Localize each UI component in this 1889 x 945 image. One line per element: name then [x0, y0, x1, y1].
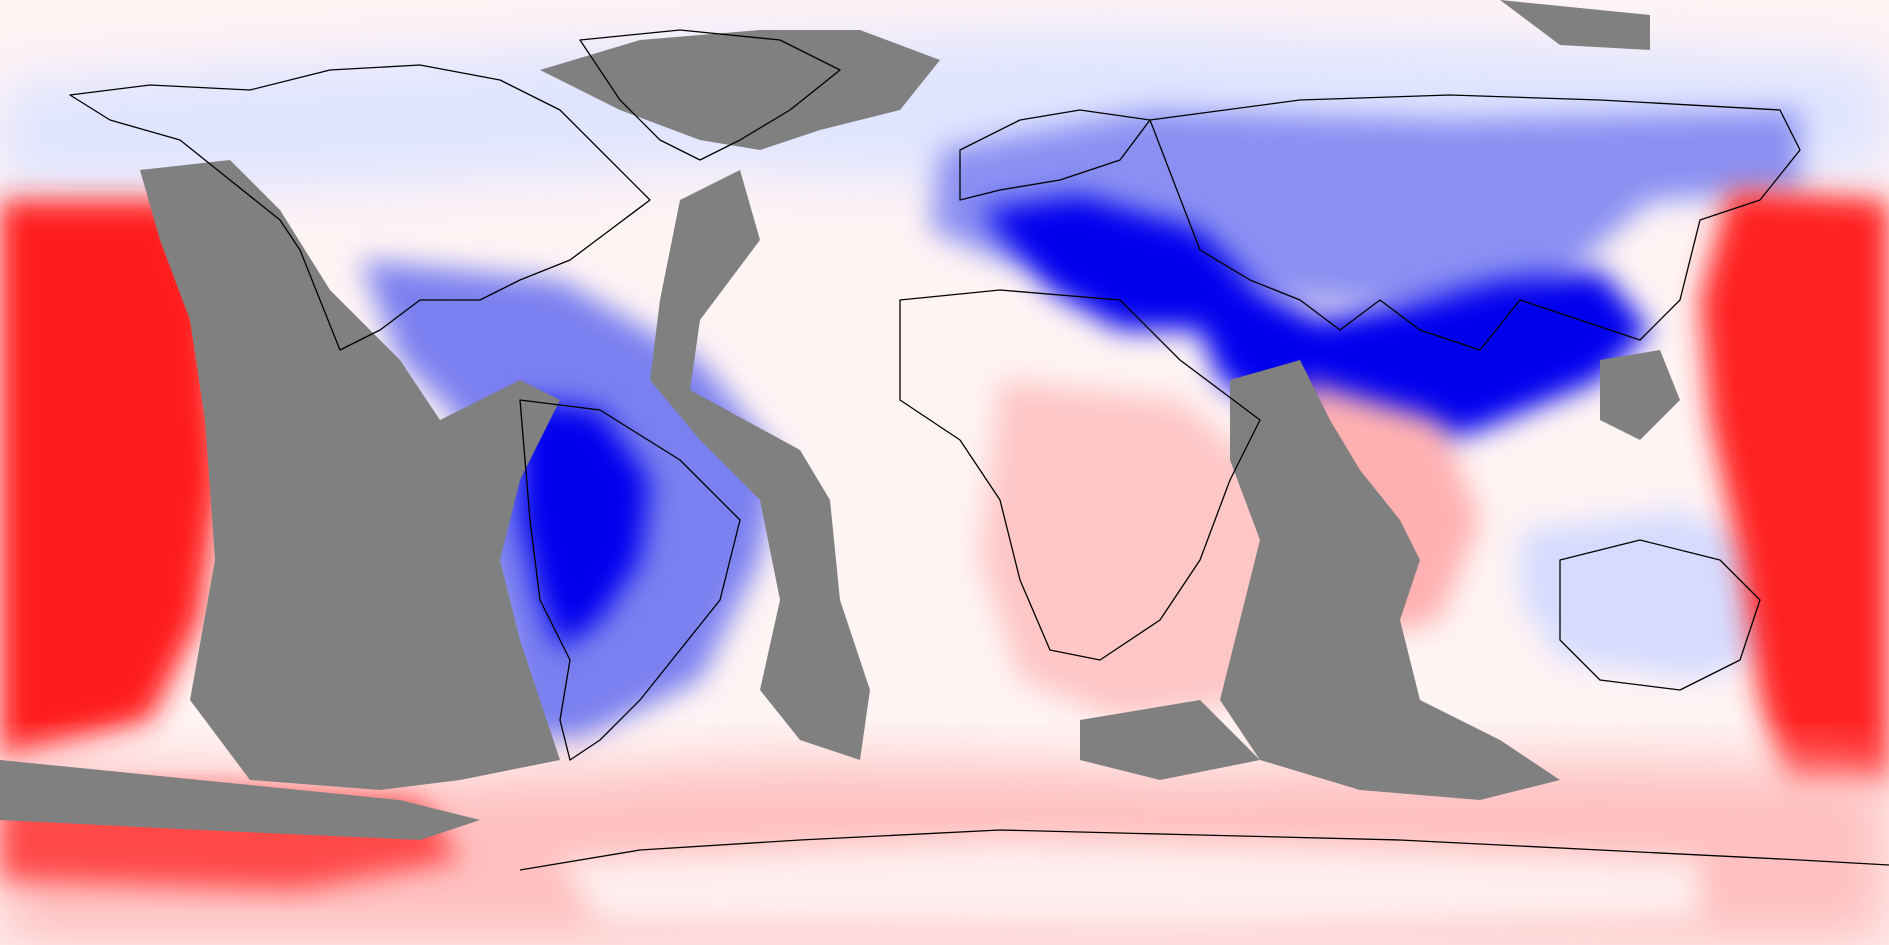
no-data-indian-ocean — [1220, 360, 1560, 800]
coastline-greenland — [579, 29, 841, 161]
field-antarctic-neutral — [560, 840, 1700, 930]
no-data-north-atlantic — [540, 30, 940, 150]
no-data-south-pacific-band — [0, 760, 480, 840]
coastline-north-america — [69, 64, 651, 351]
coastline-europe — [959, 109, 1151, 201]
no-data-australia-north — [1600, 350, 1680, 440]
coastline-antarctica — [519, 829, 1889, 871]
field-pacific-west-strong-positive — [0, 200, 220, 760]
coastline-asia — [1149, 94, 1801, 351]
no-data-north-pacific — [140, 160, 560, 790]
coastline-africa — [899, 289, 1261, 661]
coastline-south-america — [519, 399, 741, 761]
field-pacific-east-strong-positive — [1700, 190, 1889, 790]
coastlines — [69, 29, 1889, 871]
field-eurasia-strong-negative — [980, 195, 1650, 450]
no-data-south-atlantic — [650, 170, 870, 760]
coastline-australia — [1559, 539, 1761, 691]
field-america-strong-negative — [520, 400, 650, 650]
no-data-southern-ocean — [1080, 700, 1260, 780]
no-data-arctic — [1500, 0, 1650, 50]
no-data-regions — [0, 0, 1680, 840]
